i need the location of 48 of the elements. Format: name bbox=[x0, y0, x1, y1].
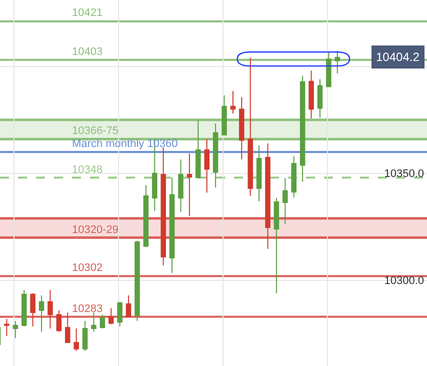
candlestick bbox=[256, 145, 262, 202]
candlestick bbox=[204, 138, 210, 194]
candlestick bbox=[143, 184, 149, 248]
candlestick bbox=[91, 312, 96, 332]
candlestick bbox=[117, 301, 122, 327]
candlestick bbox=[56, 310, 62, 332]
ref-line-label: 10302 bbox=[72, 262, 103, 274]
candlestick bbox=[12, 320, 18, 339]
candlestick bbox=[48, 290, 53, 330]
candlestick bbox=[160, 147, 166, 266]
candlestick bbox=[317, 78, 323, 118]
y-tick-label: 10300.0 bbox=[384, 275, 424, 288]
candlestick bbox=[274, 197, 280, 294]
candlestick bbox=[169, 177, 175, 274]
candlestick bbox=[239, 96, 244, 160]
y-tick-label: 10350.0 bbox=[384, 168, 424, 180]
candlestick bbox=[178, 158, 184, 212]
candlestick bbox=[186, 152, 192, 217]
candlestick bbox=[100, 314, 106, 330]
candlestick bbox=[265, 142, 270, 250]
candlestick bbox=[282, 178, 288, 225]
candlestick bbox=[126, 294, 132, 318]
candlestick bbox=[108, 308, 114, 325]
candlestick bbox=[308, 70, 314, 119]
candlestick bbox=[74, 328, 79, 352]
candlestick bbox=[30, 292, 36, 327]
candlestick bbox=[326, 52, 332, 88]
candlestick bbox=[64, 312, 70, 343]
candlestick bbox=[212, 123, 218, 188]
candlestick bbox=[82, 320, 88, 352]
candlestick bbox=[291, 156, 296, 198]
candlestick bbox=[196, 119, 201, 178]
ref-line-label: 10421 bbox=[72, 7, 103, 19]
band-label: 10366-75 bbox=[72, 125, 118, 137]
candlestick bbox=[4, 318, 10, 337]
candlestick bbox=[248, 57, 253, 196]
candlestick bbox=[38, 294, 44, 332]
ref-line-label: 10348 bbox=[72, 164, 103, 176]
candlestick bbox=[334, 50, 340, 74]
candlestick bbox=[222, 94, 227, 136]
candlestick bbox=[134, 240, 140, 322]
candlestick bbox=[230, 90, 236, 114]
ref-line-label: 10283 bbox=[72, 303, 103, 315]
band-label: 10320-29 bbox=[72, 224, 118, 236]
ref-line-label: 10403 bbox=[72, 46, 103, 58]
candlestick bbox=[300, 75, 306, 182]
annotation: 10404.2 bbox=[376, 50, 420, 64]
candlestick bbox=[21, 290, 27, 327]
